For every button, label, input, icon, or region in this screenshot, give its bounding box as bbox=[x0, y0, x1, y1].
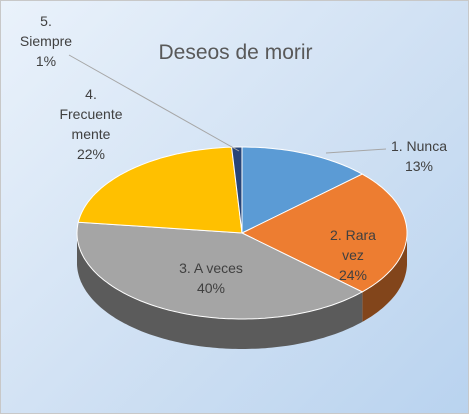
slice bbox=[241, 146, 364, 234]
value-label: 40% bbox=[196, 280, 226, 296]
slice-side bbox=[362, 233, 407, 322]
data-label: 1. Nunca 13% bbox=[369, 136, 468, 176]
value-label: 22% bbox=[76, 146, 106, 162]
category-label: 1. Nunca bbox=[390, 138, 448, 154]
category-label: 3. A veces bbox=[179, 260, 243, 276]
category-label: 5. Siempre bbox=[19, 13, 73, 49]
chart-title: Deseos de morir bbox=[158, 41, 313, 64]
slice bbox=[77, 146, 243, 234]
data-label: 2. Rara vez 24% bbox=[323, 225, 383, 285]
slice bbox=[240, 173, 408, 293]
value-label: 1% bbox=[35, 53, 57, 69]
leader-line bbox=[68, 54, 240, 152]
slice-side bbox=[77, 233, 363, 349]
leader-line bbox=[325, 148, 387, 154]
category-label: 2. Rara vez bbox=[330, 227, 376, 263]
data-label: 5. Siempre 1% bbox=[16, 11, 76, 71]
category-label: 4. Frecuente mente bbox=[59, 86, 123, 142]
value-label: 13% bbox=[404, 158, 434, 174]
data-label: 4. Frecuente mente 22% bbox=[56, 84, 126, 164]
data-label: 3. A veces 40% bbox=[161, 258, 261, 298]
value-label: 24% bbox=[338, 267, 368, 283]
slice bbox=[76, 221, 364, 320]
